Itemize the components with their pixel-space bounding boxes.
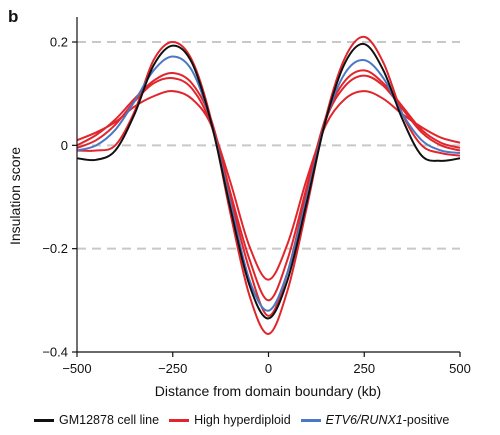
x-tick-label-1: −250 — [158, 361, 187, 376]
axes — [76, 17, 460, 353]
series-line-1 — [76, 35, 461, 335]
legend-swatch-blue — [300, 418, 321, 422]
legend-item-gm12878: GM12878 cell line — [34, 413, 159, 427]
legend-item-high-hyperdiploid: High hyperdiploid — [169, 413, 291, 427]
series-line-0 — [76, 42, 461, 320]
tick-marks: −0.4 −0.2 0 0.2 −500 −250 0 250 500 — [42, 35, 471, 377]
series-lines — [76, 35, 461, 335]
legend-swatch-black — [34, 418, 54, 422]
y-tick-label-0: −0.4 — [42, 345, 68, 360]
legend-item-etv6-runx1: ETV6/RUNX1 -positive — [300, 413, 450, 427]
series-line-5 — [76, 55, 461, 312]
legend-label-etv6-runx1-suffix: -positive — [402, 413, 450, 427]
x-tick-label-0: −500 — [62, 361, 91, 376]
x-tick-label-4: 500 — [449, 361, 471, 376]
gridlines — [77, 41, 460, 250]
series-line-4 — [76, 90, 461, 281]
y-tick-label-3: 0.2 — [50, 35, 68, 50]
y-tick-label-2: 0 — [61, 138, 68, 153]
x-axis-title: Distance from domain boundary (kb) — [155, 383, 381, 399]
legend-label-gm12878: GM12878 cell line — [59, 413, 160, 427]
legend-label-high-hyperdiploid: High hyperdiploid — [194, 413, 291, 427]
legend: GM12878 cell line High hyperdiploid ETV6… — [34, 413, 459, 427]
y-axis-title: Insulation score — [7, 147, 23, 245]
panel-label: b — [8, 7, 18, 26]
x-tick-label-3: 250 — [353, 361, 375, 376]
y-tick-label-1: −0.2 — [42, 241, 68, 256]
series-line-2 — [76, 69, 461, 302]
x-tick-label-2: 0 — [265, 361, 272, 376]
legend-label-etv6-runx1-italic: ETV6/RUNX1 — [325, 413, 403, 427]
legend-swatch-red — [169, 418, 190, 422]
